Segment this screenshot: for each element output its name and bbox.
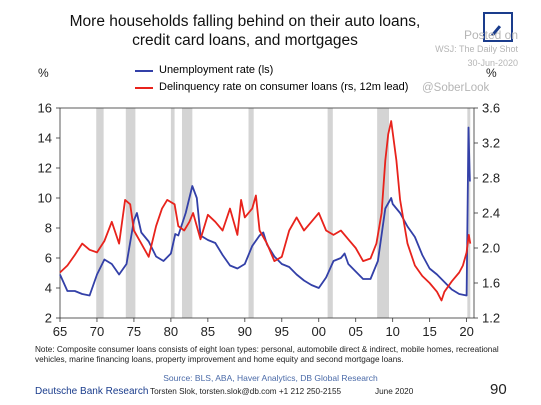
x-tick-label: 80: [164, 324, 178, 339]
chart-source: Source: BLS, ABA, Haver Analytics, DB Gl…: [163, 373, 378, 383]
footer-brand: Deutsche Bank Research: [35, 386, 149, 397]
x-tick-label: 90: [238, 324, 252, 339]
recession-band-3: [181, 108, 193, 318]
y-left-tick-label: 2: [45, 311, 52, 326]
y-left-tick-label: 6: [45, 251, 52, 266]
page-footer: Deutsche Bank Research Torsten Slok, tor…: [0, 380, 541, 405]
legend-swatch-unemployment: [135, 69, 153, 72]
x-tick-label: 20: [459, 324, 473, 339]
recession-band-2: [170, 108, 175, 318]
legend-item-unemployment: Unemployment rate (ls): [135, 62, 408, 79]
y-right-tick-label: 2.8: [482, 171, 500, 186]
posted-date: 30-Jun-2020: [467, 58, 518, 68]
y-left-tick-label: 10: [38, 191, 52, 206]
y-right-tick-label: 1.2: [482, 311, 500, 326]
posted-on-label: Posted on: [463, 28, 518, 42]
legend-swatch-delinquency: [135, 86, 153, 89]
recession-band-7: [467, 108, 471, 318]
x-tick-label: 10: [385, 324, 399, 339]
y-left-tick-label: 8: [45, 221, 52, 236]
x-tick-label: 95: [275, 324, 289, 339]
footer-date: June 2020: [375, 387, 414, 396]
chart-title: More households falling behind on their …: [69, 13, 421, 49]
deutsche-bank-logo-icon: [483, 12, 513, 42]
legend-item-delinquency: Delinquency rate on consumer loans (rs, …: [135, 79, 408, 96]
publication-label: WSJ: The Daily Shot: [435, 44, 518, 54]
legend-label-unemployment: Unemployment rate (ls): [159, 64, 274, 76]
y-right-tick-label: 2.0: [482, 241, 500, 256]
posted-stamp: Posted on WSJ: The Daily Shot 30-Jun-202…: [423, 28, 518, 70]
x-tick-label: 15: [422, 324, 436, 339]
series-line-delinquency: [59, 120, 472, 302]
x-tick-label: 85: [201, 324, 215, 339]
right-axis-unit: %: [486, 66, 497, 80]
x-tick-label: 70: [90, 324, 104, 339]
y-left-tick-label: 4: [45, 281, 52, 296]
twitter-handle: @SoberLook: [422, 82, 490, 94]
y-left-tick-label: 16: [38, 101, 52, 116]
y-right-tick-label: 1.6: [482, 276, 500, 291]
recession-band-5: [327, 108, 333, 318]
chart-legend: Unemployment rate (ls) Delinquency rate …: [135, 62, 408, 96]
left-axis-unit: %: [38, 66, 49, 80]
footer-contact: Torsten Slok, torsten.slok@db.com +1 212…: [150, 387, 342, 396]
y-right-tick-label: 2.4: [482, 206, 500, 221]
recession-band-0: [96, 108, 104, 318]
page-number: 90: [490, 381, 507, 398]
x-tick-label: 00: [312, 324, 326, 339]
y-left-tick-label: 12: [38, 161, 52, 176]
chart-note: Note: Composite consumer loans consists …: [35, 345, 499, 364]
y-right-tick-label: 3.2: [482, 136, 500, 151]
plot-frame: [59, 107, 475, 319]
x-tick-label: 75: [127, 324, 141, 339]
x-tick-label: 65: [53, 324, 67, 339]
series-line-unemployment: [59, 126, 471, 297]
recession-band-4: [248, 108, 254, 318]
y-left-tick-label: 14: [38, 131, 52, 146]
recession-band-6: [377, 108, 389, 318]
x-tick-label: 05: [348, 324, 362, 339]
legend-label-delinquency: Delinquency rate on consumer loans (rs, …: [159, 81, 409, 93]
y-right-tick-label: 3.6: [482, 101, 500, 116]
